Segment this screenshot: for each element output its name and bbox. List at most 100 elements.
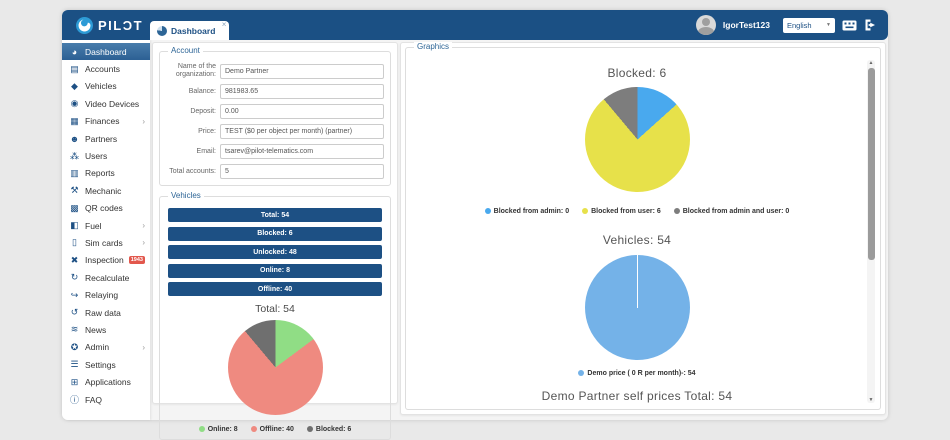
sim-cards-icon: ▯	[72, 237, 77, 248]
app-window: PILƆT Dashboard × IgorTest123 English ▼	[62, 10, 888, 440]
field-label: Price:	[198, 127, 216, 135]
settings-sliders-icon: ☰	[70, 359, 79, 370]
sidebar-item-vehicles[interactable]: ◆ Vehicles	[62, 78, 150, 95]
sidebar-item-qr-codes[interactable]: ▩ QR codes	[62, 200, 150, 217]
sidebar-item-partners[interactable]: ☻ Partners	[62, 130, 150, 147]
sidebar-item-faq[interactable]: ⓘ FAQ	[62, 391, 150, 408]
chevron-right-icon: ›	[142, 342, 145, 352]
field-row-deposit: Deposit: 0.00	[166, 104, 384, 120]
vehicles54-pie-title: Vehicles: 54	[602, 233, 672, 247]
top-header-bar: PILƆT Dashboard × IgorTest123 English ▼	[62, 10, 888, 40]
language-select[interactable]: English ▼	[783, 17, 835, 33]
account-vehicles-card: Account Name of the organization: Demo P…	[152, 42, 398, 440]
account-panel: Account Name of the organization: Demo P…	[159, 46, 391, 187]
scroll-down-icon[interactable]: ▼	[868, 397, 874, 403]
legend-item-blocked-user: Blocked from user: 6	[582, 208, 661, 215]
legend-item-offline: Offline: 40	[250, 426, 294, 433]
header-user-area: IgorTest123 English ▼	[695, 15, 888, 35]
vehicles-online-bar[interactable]: Online: 8	[168, 263, 382, 278]
chevron-right-icon: ›	[142, 221, 145, 231]
sidebar-item-recalculate[interactable]: ↻ Recalculate	[62, 269, 150, 286]
sidebar-item-label: Finances	[85, 116, 120, 127]
inspection-tools-icon: ✖	[70, 254, 79, 265]
sidebar-item-label: Accounts	[85, 64, 120, 75]
sidebar-item-news[interactable]: ≋ News	[62, 321, 150, 338]
tab-dashboard[interactable]: Dashboard ×	[150, 20, 230, 40]
vehicles-car-icon: ◆	[71, 80, 78, 91]
blocked-both-legend-dot	[673, 208, 680, 214]
vehicles-blocked-bar[interactable]: Blocked: 6	[168, 226, 382, 241]
sidebar-item-mechanic[interactable]: ⚒ Mechanic	[62, 182, 150, 199]
sidebar-item-fuel[interactable]: ◧ Fuel ›	[62, 217, 150, 234]
sidebar-item-label: FAQ	[85, 394, 103, 405]
organization-name-field[interactable]: Demo Partner	[220, 63, 384, 79]
field-label: Total accounts:	[169, 167, 216, 175]
vehicles54-pie-legend: Demo price ( 0 R per month)-: 54	[412, 370, 862, 377]
field-row-organization: Name of the organization: Demo Partner	[166, 63, 384, 79]
vehicles-pie-title: Total: 54	[255, 303, 295, 316]
sidebar-item-sim-cards[interactable]: ▯ Sim cards ›	[62, 234, 150, 251]
sidebar-item-label: QR codes	[85, 203, 123, 214]
dashboard-pie-icon: ◕	[71, 46, 78, 57]
graphics-scroll-area: Blocked: 6 Blocked from admin: 0 Blocked…	[412, 58, 862, 405]
logout-icon[interactable]	[864, 19, 876, 31]
blocked-user-legend-dot	[582, 208, 589, 214]
sidebar-item-inspection[interactable]: ✖ Inspection 1943	[62, 252, 150, 269]
raw-data-history-icon: ↺	[70, 307, 79, 318]
tab-close-icon[interactable]: ×	[221, 20, 227, 29]
sidebar-item-applications[interactable]: ⊞ Applications	[62, 373, 150, 390]
deposit-field[interactable]: 0.00	[220, 104, 384, 120]
field-label: Name of the organization:	[175, 63, 216, 79]
email-field[interactable]: tsarev@pilot-telematics.com	[220, 144, 384, 160]
vehicles-unlocked-bar[interactable]: Unlocked: 48	[168, 245, 382, 260]
field-row-price: Price: TEST ($0 per object per month) (p…	[166, 124, 384, 140]
pilot-logo[interactable]: PILƆT	[62, 16, 150, 34]
username-label: IgorTest123	[722, 20, 770, 30]
sidebar-item-raw-data[interactable]: ↺ Raw data	[62, 304, 150, 321]
vehicles-panel-legend: Vehicles	[168, 191, 204, 201]
sidebar-item-admin[interactable]: ✪ Admin ›	[62, 339, 150, 356]
vehicles-offline-bar[interactable]: Offline: 40	[168, 282, 382, 297]
scroll-up-icon[interactable]: ▲	[868, 60, 874, 66]
applications-puzzle-icon: ⊞	[70, 376, 79, 387]
sidebar-item-label: Vehicles	[85, 81, 117, 92]
vehicles-panel: Vehicles Total: 54 Blocked: 6 Unlocked: …	[159, 191, 391, 440]
legend-item-demo-price: Demo price ( 0 R per month)-: 54	[578, 370, 696, 377]
vehicles-total-bar[interactable]: Total: 54	[168, 208, 382, 223]
sidebar-item-finances[interactable]: ▦ Finances ›	[62, 113, 150, 130]
scrollbar-thumb[interactable]	[867, 68, 875, 260]
balance-field[interactable]: 981983.65	[220, 84, 384, 100]
account-panel-legend: Account	[168, 46, 203, 55]
field-label: Deposit:	[190, 107, 216, 115]
sidebar-item-video-devices[interactable]: ◉ Video Devices	[62, 95, 150, 112]
chevron-right-icon: ›	[142, 238, 145, 248]
user-avatar[interactable]	[695, 15, 716, 35]
qr-codes-icon: ▩	[70, 202, 79, 213]
vehicles-status-pie-chart	[227, 320, 323, 416]
logo-text: PILƆT	[98, 17, 144, 33]
price-field[interactable]: TEST ($0 per object per month) (partner)	[220, 124, 384, 140]
sidebar-item-accounts[interactable]: ▤ Accounts	[62, 60, 150, 77]
total-accounts-field[interactable]: 5	[220, 164, 384, 180]
sidebar-item-users[interactable]: ⁂ Users	[62, 147, 150, 164]
main-content: Account Name of the organization: Demo P…	[150, 40, 888, 440]
blocked-pie-legend: Blocked from admin: 0 Blocked from user:…	[412, 208, 862, 215]
legend-item-blocked: Blocked: 6	[306, 426, 351, 433]
sidebar-item-label: Applications	[85, 377, 131, 388]
sidebar-item-settings[interactable]: ☰ Settings	[62, 356, 150, 373]
sidebar-item-label: News	[85, 324, 107, 335]
sidebar-item-label: Admin	[85, 342, 110, 353]
inspection-count-badge: 1943	[128, 256, 145, 265]
field-row-balance: Balance: 981983.65	[166, 84, 384, 100]
recalculate-refresh-icon: ↻	[70, 272, 79, 283]
chevron-down-icon: ▼	[826, 22, 831, 28]
users-group-icon: ⁂	[70, 150, 79, 161]
graphics-scrollbar[interactable]: ▲ ▼	[867, 60, 875, 403]
sidebar-item-dashboard[interactable]: ◕ Dashboard	[62, 43, 150, 61]
sidebar-nav: ◕ Dashboard ▤ Accounts ◆ Vehicles ◉ Vide…	[62, 40, 150, 420]
sidebar-item-reports[interactable]: ▥ Reports	[62, 165, 150, 182]
faq-info-icon: ⓘ	[69, 395, 79, 405]
finances-icon: ▦	[70, 115, 79, 126]
keyboard-icon[interactable]	[842, 20, 857, 31]
sidebar-item-relaying[interactable]: ↪ Relaying	[62, 286, 150, 303]
